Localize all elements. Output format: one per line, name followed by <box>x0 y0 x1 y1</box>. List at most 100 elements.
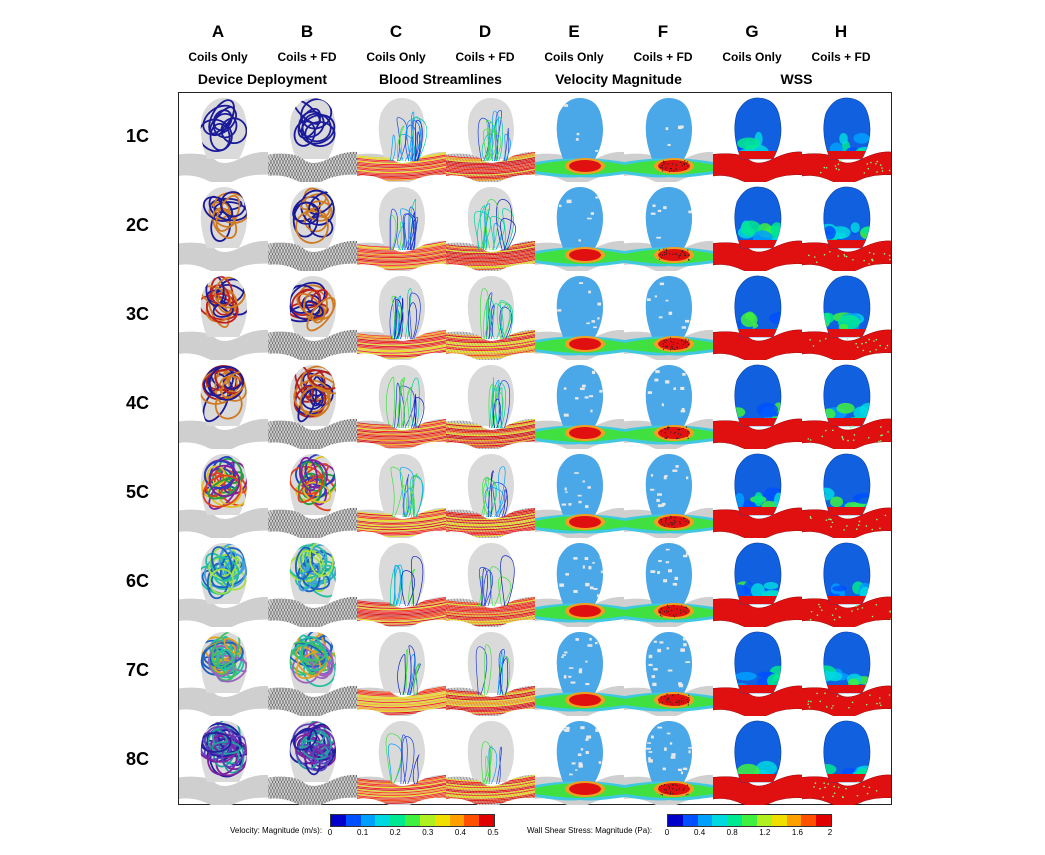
colorbar-swatch <box>668 815 683 826</box>
aneurysm-rendering <box>624 453 713 538</box>
panel-6c-b <box>268 538 357 627</box>
panel-5c-d <box>446 449 535 538</box>
panel-4c-e <box>535 360 624 449</box>
panel-3c-d <box>446 271 535 360</box>
panel-7c-f <box>624 627 713 716</box>
column-letter-b: B <box>300 22 314 41</box>
colorbar-tick-label: 0.2 <box>389 828 401 837</box>
aneurysm-rendering <box>357 97 446 182</box>
wss-legend-title: Wall Shear Stress: Magnitude (Pa): <box>527 826 653 835</box>
panel-7c-e <box>535 627 624 716</box>
aneurysm-rendering <box>535 542 624 627</box>
colorbar-swatch <box>375 815 391 826</box>
colorbar-swatch <box>712 815 728 826</box>
column-subtitle-g: Coils Only <box>722 50 782 64</box>
colorbar-tick-label: 0 <box>327 828 333 837</box>
colorbar-tick-label: 0.4 <box>454 828 466 837</box>
aneurysm-rendering <box>179 453 268 538</box>
panel-4c-b <box>268 360 357 449</box>
panel-4c-g <box>713 360 802 449</box>
colorbar-tick-label: 1.2 <box>759 828 771 837</box>
column-subtitle-f: Coils + FD <box>633 50 693 64</box>
panel-7c-h <box>802 627 891 716</box>
aneurysm-rendering <box>446 631 535 716</box>
panel-8c-d <box>446 716 535 805</box>
aneurysm-rendering <box>802 542 891 627</box>
group-heading-4: WSS <box>780 71 813 87</box>
colorbar-tick-label: 0 <box>664 828 670 837</box>
aneurysm-rendering <box>268 631 357 716</box>
panel-5c-f <box>624 449 713 538</box>
column-letter-a: A <box>211 22 225 41</box>
aneurysm-rendering <box>624 186 713 271</box>
panel-5c-c <box>357 449 446 538</box>
aneurysm-rendering <box>802 275 891 360</box>
aneurysm-rendering <box>268 97 357 182</box>
aneurysm-rendering <box>446 186 535 271</box>
aneurysm-rendering <box>179 275 268 360</box>
panel-4c-c <box>357 360 446 449</box>
aneurysm-rendering <box>535 720 624 805</box>
panel-8c-e <box>535 716 624 805</box>
aneurysm-rendering <box>535 275 624 360</box>
colorbar-swatch <box>331 815 346 826</box>
aneurysm-rendering <box>357 364 446 449</box>
aneurysm-rendering <box>802 631 891 716</box>
group-heading-3: Velocity Magnitude <box>555 71 682 87</box>
aneurysm-rendering <box>179 364 268 449</box>
panel-8c-g <box>713 716 802 805</box>
aneurysm-rendering <box>357 720 446 805</box>
aneurysm-rendering <box>446 720 535 805</box>
colorbar-swatch <box>756 815 772 826</box>
panel-6c-a <box>179 538 268 627</box>
aneurysm-rendering <box>535 453 624 538</box>
colorbar-tick-label: 0.5 <box>487 828 499 837</box>
row-label-3c: 3C <box>126 304 150 324</box>
aneurysm-rendering <box>357 631 446 716</box>
column-letter-h: H <box>834 22 848 41</box>
group-heading-1: Device Deployment <box>197 71 328 87</box>
aneurysm-rendering <box>713 631 802 716</box>
colorbar-swatch <box>360 815 376 826</box>
column-letter-e: E <box>568 22 580 41</box>
panel-8c-b <box>268 716 357 805</box>
colorbar-swatch <box>434 815 450 826</box>
aneurysm-rendering <box>713 720 802 805</box>
aneurysm-rendering <box>802 364 891 449</box>
aneurysm-rendering <box>268 720 357 805</box>
colorbar-swatch <box>464 815 480 826</box>
column-subtitle-b: Coils + FD <box>277 50 337 64</box>
colorbar-swatch <box>419 815 435 826</box>
panel-1c-f <box>624 93 713 182</box>
panel-5c-g <box>713 449 802 538</box>
group-heading-2: Blood Streamlines <box>379 71 502 87</box>
panel-2c-d <box>446 182 535 271</box>
aneurysm-rendering <box>446 97 535 182</box>
column-subtitle-d: Coils + FD <box>455 50 515 64</box>
aneurysm-rendering <box>446 275 535 360</box>
aneurysm-rendering <box>535 364 624 449</box>
panel-8c-c <box>357 716 446 805</box>
colorbar-tick-label: 2 <box>827 828 833 837</box>
row-label-2c: 2C <box>126 215 150 235</box>
aneurysm-rendering <box>624 275 713 360</box>
aneurysm-rendering <box>268 453 357 538</box>
panel-2c-g <box>713 182 802 271</box>
aneurysm-rendering <box>357 542 446 627</box>
aneurysm-rendering <box>624 631 713 716</box>
aneurysm-rendering <box>624 542 713 627</box>
aneurysm-rendering <box>802 186 891 271</box>
panel-2c-h <box>802 182 891 271</box>
colorbar-tick-label: 0.4 <box>694 828 706 837</box>
aneurysm-rendering <box>713 542 802 627</box>
panel-1c-g <box>713 93 802 182</box>
panel-6c-e <box>535 538 624 627</box>
panel-8c-h <box>802 716 891 805</box>
colorbar-tick-label: 0.8 <box>726 828 738 837</box>
panel-1c-b <box>268 93 357 182</box>
aneurysm-rendering <box>802 453 891 538</box>
colorbar-tick-label: 0.3 <box>422 828 434 837</box>
column-letter-f: F <box>657 22 669 41</box>
figure-grid <box>178 92 892 805</box>
aneurysm-rendering <box>624 97 713 182</box>
